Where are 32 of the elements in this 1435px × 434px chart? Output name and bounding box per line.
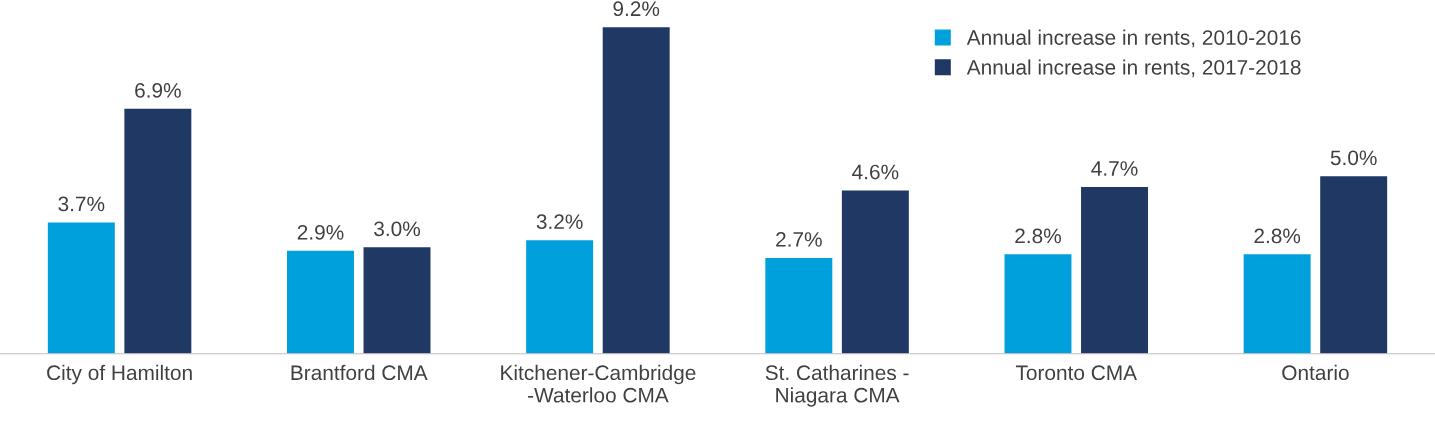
x-tick-label: Toronto CMA: [1015, 365, 1137, 381]
bar: [841, 190, 909, 354]
bar: [765, 257, 833, 354]
data-label: 4.7%: [1091, 161, 1138, 176]
data-label: 9.2%: [613, 1, 660, 17]
bar: [1243, 254, 1311, 354]
bar: [47, 222, 115, 354]
bar: [1081, 186, 1148, 354]
data-label: 2.9%: [297, 224, 344, 240]
data-label: 5.0%: [1330, 150, 1377, 166]
legend-label: Annual increase in rents, 2017-2018: [966, 59, 1301, 78]
data-label: 6.9%: [135, 83, 181, 98]
data-label: 2.8%: [1254, 228, 1301, 244]
data-label: 2.7%: [776, 232, 822, 247]
x-tick-label: City of Hamilton: [47, 364, 192, 385]
bar: [1004, 254, 1072, 354]
legend-label: Annual increase in rents, 2010-2016: [966, 29, 1301, 48]
bar: [526, 240, 594, 354]
data-label: 3.0%: [374, 221, 421, 237]
bar: [124, 108, 192, 354]
data-label: 4.6%: [852, 164, 899, 180]
x-tick-label: Brantford CMA: [291, 364, 428, 381]
x-tick-label: Kitchener-Cambridge -Waterloo CMA: [501, 364, 696, 403]
bar: [363, 247, 431, 354]
bar: [602, 27, 670, 354]
x-tick-label: St. Catharines - Niagara CMA: [765, 364, 909, 407]
bar: [1320, 176, 1388, 354]
x-tick-label: Ontario: [1282, 364, 1349, 381]
data-label: 3.7%: [58, 196, 105, 212]
data-label: 3.2%: [536, 214, 583, 230]
data-label: 2.8%: [1015, 228, 1061, 244]
bar: [287, 250, 354, 354]
